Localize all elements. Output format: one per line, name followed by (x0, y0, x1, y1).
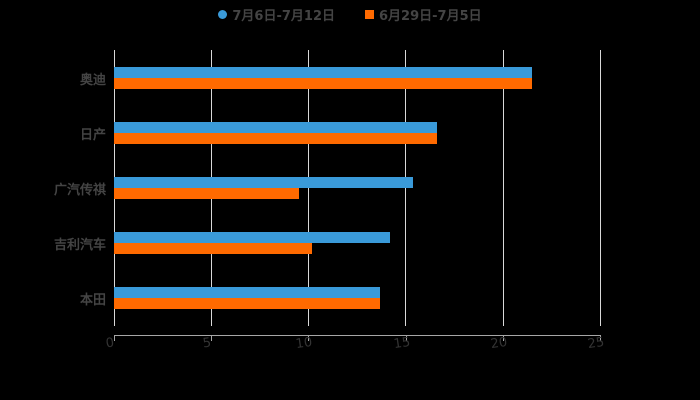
bar-previous-week[interactable] (114, 78, 532, 89)
bar-current-week[interactable] (114, 122, 437, 133)
gridline-10 (308, 50, 309, 326)
x-tick-label: 15 (392, 334, 412, 353)
legend-label: 7月6日-7月12日 (232, 8, 335, 24)
x-tick-label: 10 (294, 334, 314, 353)
x-tick-mark (406, 335, 407, 341)
category-label: 本田 (79, 293, 106, 308)
chart-legend: 7月6日-7月12日 6月29日-7月5日 (0, 4, 700, 24)
bar-previous-week[interactable] (114, 188, 299, 199)
gridline-15 (405, 50, 406, 326)
category-label: 日产 (79, 128, 106, 143)
x-axis-line (114, 335, 601, 336)
category-label: 吉利汽车 (53, 238, 106, 253)
bar-previous-week[interactable] (114, 133, 437, 144)
x-tick-mark (114, 335, 115, 341)
category-label: 奥迪 (79, 73, 106, 88)
bar-current-week[interactable] (114, 287, 380, 298)
legend-item-series-1[interactable]: 6月29日-7月5日 (365, 5, 482, 24)
x-tick-mark (503, 335, 504, 341)
bar-current-week[interactable] (114, 232, 390, 243)
bar-current-week[interactable] (114, 177, 413, 188)
category-label: 广汽传祺 (53, 183, 106, 198)
gridline-25 (600, 50, 601, 326)
legend-item-series-0[interactable]: 7月6日-7月12日 (218, 5, 335, 24)
x-tick-mark (211, 335, 212, 341)
x-tick-mark (600, 335, 601, 341)
x-tick-label: 20 (489, 334, 509, 353)
x-tick-label: 25 (586, 334, 606, 353)
x-tick-mark (308, 335, 309, 341)
legend-circle-icon (218, 9, 228, 19)
bar-previous-week[interactable] (114, 243, 312, 254)
legend-label: 6月29日-7月5日 (379, 8, 482, 24)
legend-square-icon (365, 9, 374, 19)
bar-current-week[interactable] (114, 67, 532, 78)
bar-previous-week[interactable] (114, 298, 380, 309)
gridline-20 (503, 50, 504, 326)
